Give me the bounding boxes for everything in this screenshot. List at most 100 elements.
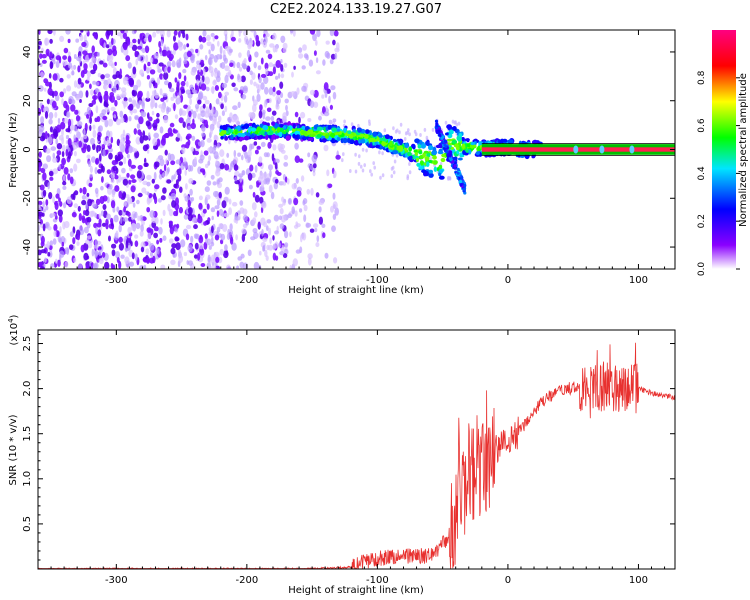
ridge-speck xyxy=(372,131,377,137)
noise-speck xyxy=(164,80,169,86)
noise-speck xyxy=(77,77,82,85)
noise-speck xyxy=(118,224,122,233)
noise-speck xyxy=(71,211,77,218)
noise-speck xyxy=(110,178,115,184)
noise-speck xyxy=(162,49,168,57)
noise-speck xyxy=(247,172,253,181)
ridge-speck xyxy=(271,134,276,140)
noise-speck xyxy=(189,98,193,105)
noise-speck xyxy=(58,197,61,203)
noise-speck xyxy=(85,54,90,63)
noise-speck xyxy=(186,43,190,48)
noise-speck xyxy=(162,172,165,178)
ridge-speck xyxy=(274,135,280,139)
noise-speck xyxy=(137,192,143,198)
noise-speck xyxy=(269,43,275,48)
noise-speck xyxy=(191,135,196,141)
noise-speck xyxy=(242,214,248,222)
noise-speck xyxy=(272,252,277,261)
noise-speck xyxy=(206,203,210,210)
noise-speck xyxy=(123,101,126,109)
noise-speck xyxy=(67,173,71,181)
noise-speck xyxy=(381,151,384,156)
ridge-speck xyxy=(438,164,443,170)
noise-speck xyxy=(303,204,308,212)
ridge-speck xyxy=(276,127,281,133)
noise-speck xyxy=(96,145,99,153)
noise-speck xyxy=(273,182,278,190)
noise-speck xyxy=(194,242,199,250)
noise-speck xyxy=(51,100,57,109)
noise-speck xyxy=(334,47,340,53)
noise-speck xyxy=(112,165,118,172)
noise-speck xyxy=(173,30,178,36)
noise-speck xyxy=(224,33,228,42)
colorbar-ticks: 0.0 0.2 0.4 0.6 0.8 xyxy=(697,70,740,276)
noise-speck xyxy=(253,231,259,239)
noise-speck xyxy=(173,129,178,134)
noise-speck xyxy=(111,249,116,257)
noise-speck xyxy=(342,152,345,157)
noise-speck xyxy=(291,183,298,190)
noise-speck xyxy=(283,154,289,161)
noise-speck xyxy=(170,247,176,255)
noise-speck xyxy=(88,103,94,107)
noise-speck xyxy=(146,207,151,213)
noise-speck xyxy=(100,244,104,252)
noise-speck xyxy=(229,229,233,235)
noise-speck xyxy=(128,145,133,154)
noise-speck xyxy=(74,109,79,115)
ridge-speck xyxy=(456,167,460,171)
noise-speck xyxy=(141,187,147,194)
noise-speck xyxy=(253,261,260,269)
noise-speck xyxy=(453,120,457,125)
noise-speck xyxy=(154,161,160,168)
noise-speck xyxy=(73,151,77,157)
noise-speck xyxy=(280,59,283,64)
noise-speck xyxy=(149,243,155,251)
noise-speck xyxy=(159,126,164,134)
noise-speck xyxy=(109,95,115,103)
ridge-speck xyxy=(389,140,393,146)
ridge-speck xyxy=(446,124,452,130)
noise-speck xyxy=(52,73,58,81)
noise-speck xyxy=(56,150,62,156)
noise-speck xyxy=(154,184,160,190)
noise-speck xyxy=(166,30,171,38)
noise-speck xyxy=(211,85,215,95)
noise-speck xyxy=(306,54,309,61)
noise-speck xyxy=(123,201,127,207)
noise-speck xyxy=(116,94,121,100)
noise-speck xyxy=(115,118,121,126)
noise-speck xyxy=(135,58,138,66)
noise-speck xyxy=(146,75,150,80)
noise-speck xyxy=(106,213,111,220)
noise-speck xyxy=(279,207,284,215)
noise-speck xyxy=(39,184,45,191)
noise-speck xyxy=(149,251,154,257)
noise-speck xyxy=(276,90,282,96)
noise-speck xyxy=(185,141,190,149)
noise-speck xyxy=(262,244,266,252)
noise-speck xyxy=(205,124,209,129)
noise-speck xyxy=(391,165,395,170)
noise-speck xyxy=(53,131,58,140)
noise-speck xyxy=(204,76,210,85)
ridge-speck xyxy=(438,175,445,180)
noise-speck xyxy=(239,200,244,206)
noise-speck xyxy=(81,41,87,48)
ridge-speck xyxy=(278,131,283,138)
ridge-speck xyxy=(453,164,457,168)
noise-speck xyxy=(334,52,338,60)
y-tick-label: 2.5 xyxy=(22,336,33,352)
noise-speck xyxy=(84,30,89,33)
noise-speck xyxy=(67,118,72,127)
snr-scale-label: (x104) xyxy=(7,314,20,345)
noise-speck xyxy=(196,60,200,65)
noise-speck xyxy=(190,235,194,244)
noise-speck xyxy=(128,116,132,122)
noise-speck xyxy=(93,33,98,39)
noise-speck xyxy=(189,84,194,90)
noise-speck xyxy=(85,239,90,245)
noise-speck xyxy=(81,215,86,221)
